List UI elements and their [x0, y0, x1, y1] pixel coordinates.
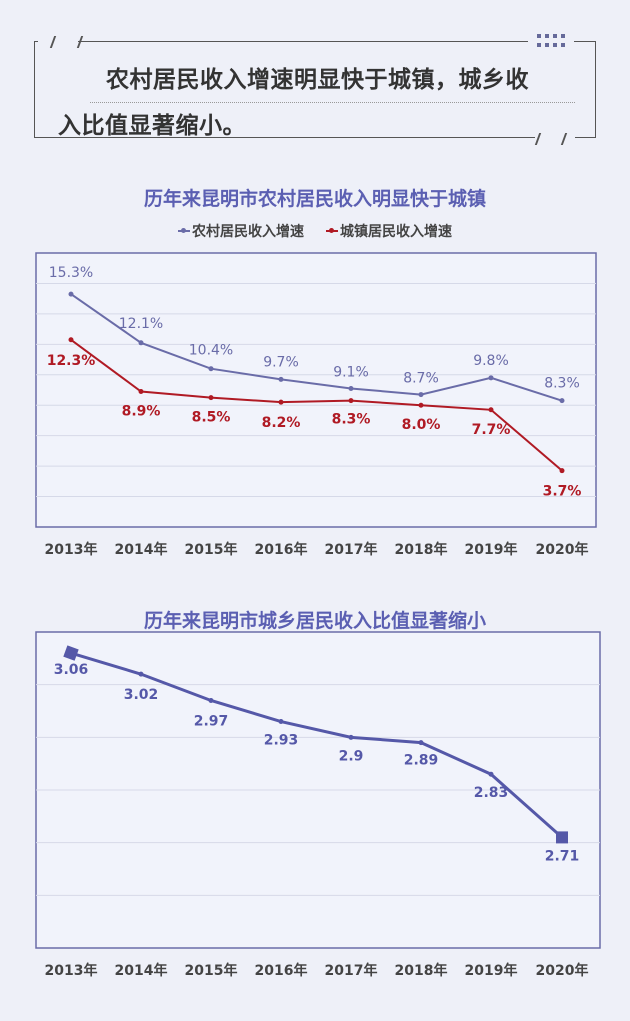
data-label: 8.3% — [544, 376, 580, 392]
data-label: 3.06 — [54, 662, 89, 678]
data-point — [278, 376, 284, 382]
frame-gap — [535, 133, 575, 143]
x-tick-label: 2016年 — [255, 962, 308, 979]
data-point — [488, 771, 494, 777]
data-label: 2.97 — [194, 713, 229, 729]
data-point — [68, 337, 74, 343]
x-tick-label: 2018年 — [395, 962, 448, 979]
data-point — [559, 468, 565, 474]
legend-marker-urban — [326, 228, 338, 233]
data-point-marker — [556, 831, 568, 844]
data-point — [138, 340, 144, 346]
data-point — [138, 671, 144, 677]
data-point — [208, 366, 214, 372]
headline-underline — [90, 102, 575, 103]
legend-label: 农村居民收入增速 — [192, 224, 304, 240]
data-label: 3.7% — [543, 484, 582, 500]
data-label: 2.93 — [264, 733, 299, 749]
data-point — [418, 402, 424, 408]
frame-gap — [38, 36, 78, 46]
chart1-plot-area — [35, 252, 597, 528]
data-label: 8.2% — [262, 415, 301, 431]
legend-label: 城镇居民收入增速 — [340, 224, 452, 240]
data-label: 12.1% — [119, 316, 163, 332]
chart2-title: 历年来昆明市城乡居民收入比值显著缩小 — [143, 610, 486, 632]
data-label: 8.0% — [402, 417, 441, 433]
data-label: 15.3% — [49, 265, 93, 281]
x-tick-label: 2014年 — [115, 962, 168, 979]
data-label: 10.4% — [189, 343, 233, 359]
data-label: 9.7% — [263, 354, 299, 370]
data-label: 8.7% — [403, 371, 439, 387]
dots-decoration — [537, 34, 567, 48]
data-point — [348, 734, 354, 740]
data-point — [208, 697, 214, 703]
x-tick-label: 2019年 — [465, 962, 518, 979]
data-label: 8.3% — [332, 412, 371, 428]
x-tick-label: 2014年 — [115, 541, 168, 558]
x-tick-label: 2016年 — [255, 541, 308, 558]
data-label: 8.9% — [122, 404, 161, 420]
data-point — [488, 407, 494, 413]
x-tick-label: 2017年 — [325, 541, 378, 558]
x-tick-label: 2015年 — [185, 541, 238, 558]
chart1-legend: 农村居民收入增速 城镇居民收入增速 — [0, 221, 630, 241]
data-point — [278, 399, 284, 405]
data-point — [278, 719, 284, 725]
chart1-title: 历年来昆明市农村居民收入明显快于城镇 — [143, 188, 486, 210]
x-tick-label: 2013年 — [45, 541, 98, 558]
data-point — [208, 395, 214, 401]
data-label: 2.71 — [545, 848, 580, 864]
data-label: 3.02 — [124, 687, 159, 703]
x-tick-label: 2013年 — [45, 962, 98, 979]
x-tick-label: 2020年 — [536, 541, 589, 558]
x-tick-label: 2015年 — [185, 962, 238, 979]
data-point — [418, 740, 424, 746]
legend-item-rural: 农村居民收入增速 — [178, 221, 304, 241]
x-tick-label: 2019年 — [465, 541, 518, 558]
data-point — [348, 385, 354, 391]
headline-line1: 农村居民收入增速明显快于城镇，城乡收 — [106, 67, 529, 93]
data-point-marker — [63, 645, 79, 661]
data-point — [488, 375, 494, 381]
x-tick-label: 2018年 — [395, 541, 448, 558]
data-point — [68, 291, 74, 297]
x-tick-label: 2017年 — [325, 962, 378, 979]
data-label: 2.83 — [474, 785, 509, 801]
data-label: 9.8% — [473, 353, 509, 369]
data-point — [418, 392, 424, 398]
series-line-1 — [70, 338, 563, 472]
x-tick-label: 2020年 — [536, 962, 589, 979]
data-label: 2.89 — [404, 753, 439, 769]
series-line-0 — [70, 651, 563, 839]
series-line-0 — [70, 293, 563, 402]
data-label: 7.7% — [472, 422, 511, 438]
legend-item-urban: 城镇居民收入增速 — [326, 221, 452, 241]
data-label: 2.9 — [339, 748, 364, 764]
data-label: 9.1% — [333, 364, 369, 380]
data-point — [138, 389, 144, 395]
data-point — [348, 398, 354, 404]
data-label: 12.3% — [47, 353, 96, 369]
data-label: 8.5% — [192, 410, 231, 426]
legend-marker-rural — [178, 228, 190, 233]
headline-frame — [34, 41, 596, 138]
headline-line2: 入比值显著缩小。 — [58, 113, 246, 139]
data-point — [559, 398, 565, 404]
